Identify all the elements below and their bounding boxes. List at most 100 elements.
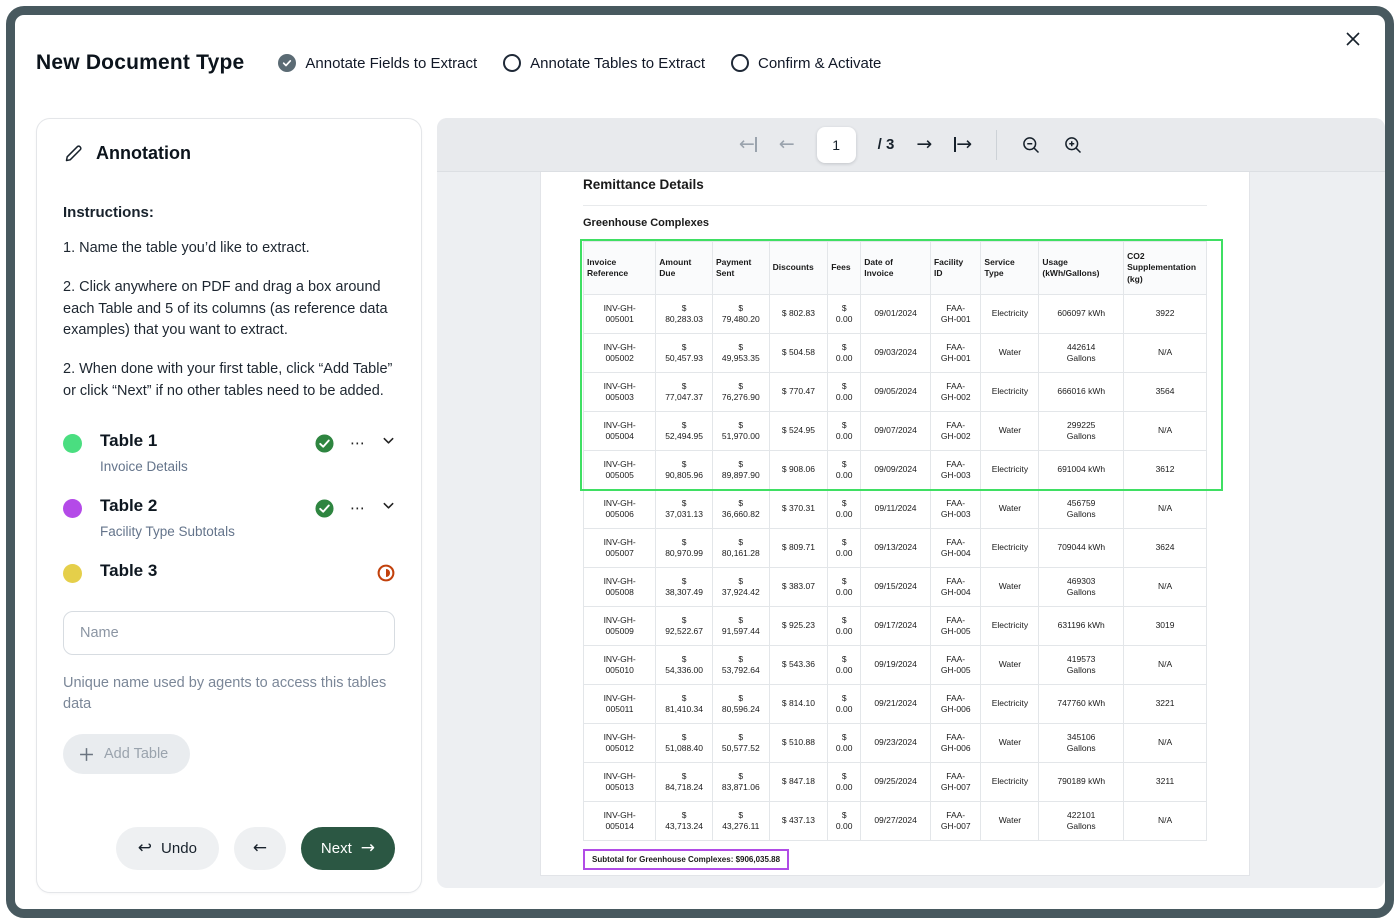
table-cell: FAA- GH-007 bbox=[929, 801, 982, 841]
table-list-item[interactable]: Table 1 Invoice Details ⋯ bbox=[63, 431, 395, 474]
page-title: New Document Type bbox=[36, 51, 245, 74]
table-cell: $ 37,031.13 bbox=[655, 489, 713, 529]
undo-button[interactable]: ↩ Undo bbox=[115, 827, 219, 870]
table-subtitle: Invoice Details bbox=[100, 458, 188, 474]
table-cell: 790189 kWh bbox=[1038, 762, 1125, 802]
instruction-paragraph: 2. When done with your first table, clic… bbox=[63, 361, 393, 399]
table-row: INV-GH- 005013 $ 84,718.24 $ 83,871.06 $ 84… bbox=[582, 762, 1207, 802]
table-cell: $ 0.00 bbox=[827, 411, 862, 451]
table-header-row: Invoice Reference Amount Due Payment Sent D… bbox=[582, 241, 1207, 295]
add-table-label: Add Table bbox=[104, 746, 169, 762]
table-cell: $ 0.00 bbox=[827, 567, 862, 607]
table-cell: FAA- GH-005 bbox=[929, 645, 982, 685]
table-cell: $ 51,970.00 bbox=[711, 411, 770, 451]
table-cell: INV-GH- 005004 bbox=[582, 411, 657, 451]
document-divider bbox=[583, 205, 1207, 206]
toolbar-divider bbox=[996, 129, 998, 160]
annotation-panel: Annotation Instructions: 1. Name the tab… bbox=[36, 118, 422, 893]
table-cell: N/A bbox=[1123, 723, 1207, 763]
table-options-button[interactable]: ⋯ bbox=[350, 499, 366, 517]
last-page-button[interactable]: → bbox=[954, 135, 972, 154]
table-cell: 09/19/2024 bbox=[860, 645, 931, 685]
document-title: Remittance Details bbox=[583, 177, 704, 192]
instruction-paragraph: 1. Name the table you’d like to extract. bbox=[63, 240, 310, 256]
table-list-item[interactable]: Table 2 Facility Type Subtotals ⋯ bbox=[63, 496, 395, 539]
next-label: Next bbox=[320, 840, 352, 857]
table-cell: $ 80,596.24 bbox=[711, 684, 770, 724]
table-row: INV-GH- 005002 $ 50,457.93 $ 49,953.35 $ 50… bbox=[582, 333, 1207, 373]
table-cell: $ 92,522.67 bbox=[655, 606, 713, 646]
table-cell: Electricity bbox=[980, 294, 1040, 334]
table-cell: 3564 bbox=[1123, 372, 1207, 412]
table-cell: $ 43,276.11 bbox=[711, 801, 770, 841]
table-cell: INV-GH- 005012 bbox=[582, 723, 657, 763]
table-cell: Water bbox=[980, 567, 1040, 607]
column-header: Facility ID bbox=[929, 241, 982, 295]
first-page-button[interactable]: ← bbox=[739, 135, 757, 154]
modal-header: New Document Type Annotate Fields to Ext… bbox=[36, 41, 1355, 85]
add-table-button[interactable]: Add Table bbox=[63, 734, 191, 774]
table-cell: Water bbox=[980, 645, 1040, 685]
table-cell: $ 0.00 bbox=[827, 489, 862, 529]
stepper-step: Annotate Tables to Extract bbox=[503, 54, 705, 72]
table-row: INV-GH- 005012 $ 51,088.40 $ 50,577.52 $ 51… bbox=[582, 723, 1207, 763]
page-number-input[interactable]: 1 bbox=[816, 126, 856, 163]
next-button[interactable]: Next → bbox=[300, 827, 395, 870]
check-icon bbox=[283, 60, 292, 67]
table-cell: Water bbox=[980, 489, 1040, 529]
table-name-input[interactable] bbox=[63, 610, 395, 655]
table-cell: Electricity bbox=[980, 606, 1040, 646]
table-cell: FAA- GH-001 bbox=[929, 294, 982, 334]
table-cell: FAA- GH-004 bbox=[929, 528, 982, 568]
table-cell: INV-GH- 005013 bbox=[582, 762, 657, 802]
subtotal-annotation-box: Subtotal for Greenhouse Complexes: $906,… bbox=[583, 849, 790, 870]
table-cell: $ 37,924.42 bbox=[711, 567, 770, 607]
pdf-page[interactable]: Remittance Details Greenhouse Complexes … bbox=[540, 172, 1250, 876]
previous-page-button[interactable]: ← bbox=[779, 135, 795, 154]
table-cell: $ 91,597.44 bbox=[711, 606, 770, 646]
table-list-item[interactable]: Table 3 bbox=[63, 561, 395, 583]
next-page-button[interactable]: → bbox=[916, 135, 932, 154]
close-button[interactable] bbox=[1339, 25, 1367, 53]
table-cell: Electricity bbox=[980, 762, 1040, 802]
table-cell: 09/09/2024 bbox=[860, 450, 931, 490]
table-cell: 666016 kWh bbox=[1038, 372, 1125, 412]
pdf-viewer: ← ← 1 / 3 → → bbox=[437, 118, 1385, 888]
table-cell: 422101 Gallons bbox=[1038, 801, 1125, 841]
table-cell: INV-GH- 005005 bbox=[582, 450, 657, 490]
zoom-in-button[interactable] bbox=[1063, 135, 1083, 155]
table-cell: $ 79,480.20 bbox=[711, 294, 770, 334]
table-cell: $ 543.36 bbox=[768, 645, 829, 685]
table-cell: INV-GH- 005008 bbox=[582, 567, 657, 607]
table-expand-button[interactable] bbox=[382, 434, 395, 452]
table-name: Table 2 bbox=[100, 495, 158, 515]
back-button[interactable]: ← bbox=[233, 827, 286, 870]
table-cell: $ 80,970.99 bbox=[655, 528, 713, 568]
table-cell: 09/21/2024 bbox=[860, 684, 931, 724]
pdf-toolbar: ← ← 1 / 3 → → bbox=[437, 118, 1385, 172]
close-icon bbox=[1346, 32, 1360, 46]
table-cell: $ 504.58 bbox=[768, 333, 829, 373]
table-row: INV-GH- 005007 $ 80,970.99 $ 80,161.28 $ 80… bbox=[582, 528, 1207, 568]
table-cell: 747760 kWh bbox=[1038, 684, 1125, 724]
table-cell: INV-GH- 005010 bbox=[582, 645, 657, 685]
table-cell: INV-GH- 005001 bbox=[582, 294, 657, 334]
instructions-heading: Instructions: bbox=[63, 204, 154, 221]
table-cell: 3922 bbox=[1123, 294, 1207, 334]
page-total: / 3 bbox=[877, 136, 895, 153]
table-expand-button[interactable] bbox=[382, 499, 395, 517]
table-cell: 606097 kWh bbox=[1038, 294, 1125, 334]
table-subtitle: Facility Type Subtotals bbox=[100, 523, 235, 539]
table-cell: FAA- GH-004 bbox=[929, 567, 982, 607]
table-cell: $ 36,660.82 bbox=[711, 489, 770, 529]
table-cell: $ 0.00 bbox=[827, 645, 862, 685]
table-cell: 09/25/2024 bbox=[860, 762, 931, 802]
table-cell: Water bbox=[980, 801, 1040, 841]
table-options-button[interactable]: ⋯ bbox=[350, 434, 366, 452]
table-cell: $ 809.71 bbox=[768, 528, 829, 568]
annotation-title: Annotation bbox=[96, 143, 191, 163]
table-cell: 09/03/2024 bbox=[860, 333, 931, 373]
table-color-dot bbox=[63, 433, 82, 453]
zoom-out-button[interactable] bbox=[1021, 135, 1041, 155]
table-cell: N/A bbox=[1123, 645, 1207, 685]
